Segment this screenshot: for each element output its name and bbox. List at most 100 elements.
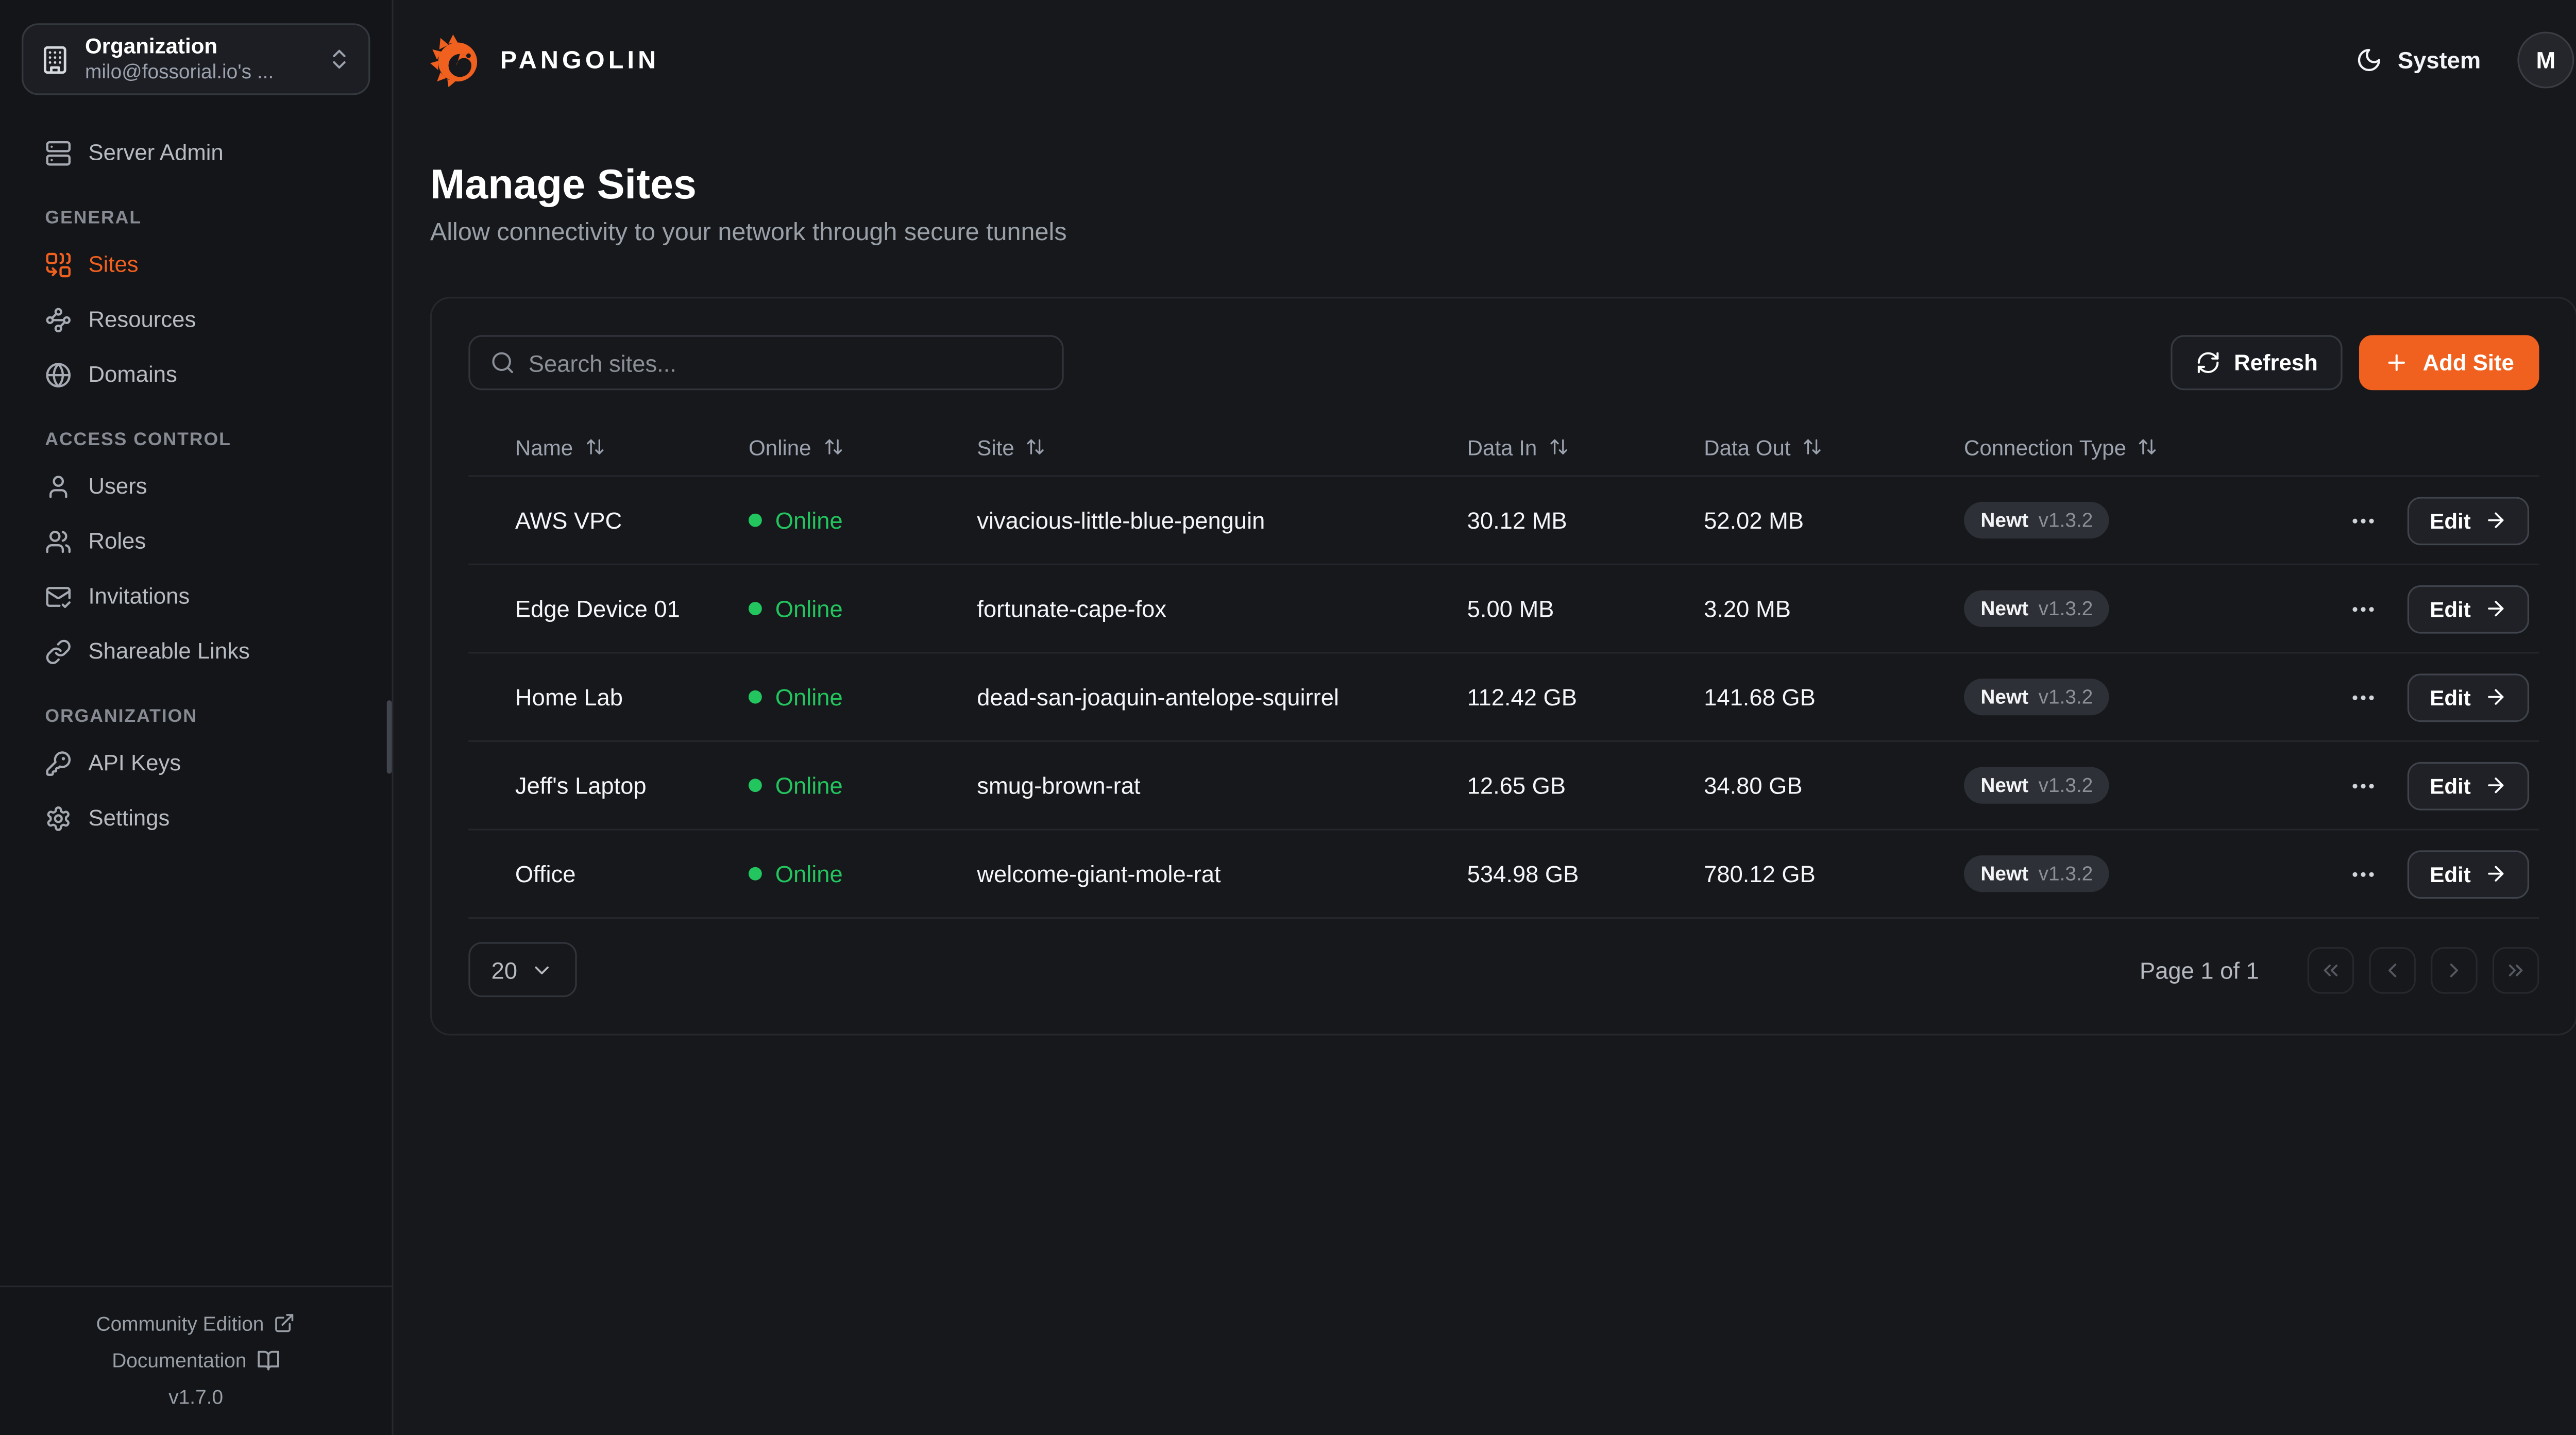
connection-type-cell: Newt v1.3.2 <box>1964 855 2281 892</box>
connection-type-cell: Newt v1.3.2 <box>1964 590 2281 627</box>
table-row: Office Online welcome-giant-mole-rat 534.98… <box>468 831 2539 919</box>
site-status-cell: Online <box>748 860 977 887</box>
topbar-right: System M <box>2356 31 2574 89</box>
sidebar-item-label: Server Admin <box>88 140 224 165</box>
main-content: PANGOLIN System M Manage Sites Allow con… <box>393 0 2576 1435</box>
online-status-dot <box>748 690 762 704</box>
sidebar-item-shareable-links[interactable]: Shareable Links <box>23 623 368 679</box>
site-name-cell: AWS VPC <box>515 507 622 534</box>
search-input[interactable] <box>528 349 1062 376</box>
sidebar-scrollbar-thumb[interactable] <box>386 700 392 774</box>
sidebar-item-sites[interactable]: Sites <box>23 237 368 292</box>
last-page-button[interactable] <box>2492 946 2539 993</box>
org-switcher[interactable]: Organization milo@fossorial.io's ... <box>22 23 370 95</box>
theme-toggle-button[interactable]: System <box>2356 47 2481 73</box>
refresh-button[interactable]: Refresh <box>2171 335 2343 391</box>
row-menu-button[interactable] <box>2346 591 2381 626</box>
data-out-cell: 141.68 GB <box>1704 683 1816 711</box>
column-header-data-in[interactable]: Data In <box>1467 434 1704 460</box>
row-menu-button[interactable] <box>2346 680 2381 715</box>
data-out-cell: 780.12 GB <box>1704 860 1816 887</box>
pangolin-logo: PANGOLIN <box>430 32 659 88</box>
site-slug-cell: dead-san-joaquin-antelope-squirrel <box>977 683 1339 711</box>
org-switcher-label: Organization <box>85 33 218 58</box>
table-row: AWS VPC Online vivacious-little-blue-pengu… <box>468 477 2539 566</box>
sidebar-item-api-keys[interactable]: API Keys <box>23 735 368 790</box>
edit-button[interactable]: Edit <box>2408 672 2530 721</box>
link-icon <box>46 639 71 664</box>
connection-type-badge: Newt v1.3.2 <box>1964 767 2110 804</box>
chevrons-left-icon <box>2324 964 2338 976</box>
column-header-connection-type[interactable]: Connection Type <box>1964 434 2281 460</box>
sidebar: Organization milo@fossorial.io's ... Ser… <box>0 0 394 1435</box>
connection-type-badge: Newt v1.3.2 <box>1964 679 2110 716</box>
first-page-button[interactable] <box>2307 946 2354 993</box>
sidebar-item-settings[interactable]: Settings <box>23 790 368 846</box>
site-slug-cell: fortunate-cape-fox <box>977 595 1166 622</box>
column-header-site[interactable]: Site <box>977 434 1467 460</box>
sites-table: Name Online Site Data In Data Out Connection … <box>468 418 2539 919</box>
column-header-online[interactable]: Online <box>749 434 977 460</box>
sidebar-item-invitations[interactable]: Invitations <box>23 568 368 623</box>
ellipsis-icon <box>2353 783 2375 788</box>
user-icon <box>49 475 67 497</box>
documentation-label: Documentation <box>112 1348 247 1372</box>
sidebar-item-label: Shareable Links <box>88 638 250 664</box>
page-subtitle: Allow connectivity to your network throu… <box>430 218 1067 247</box>
sidebar-item-label: Domains <box>88 362 177 387</box>
moon-icon <box>2358 48 2381 72</box>
connection-type-cell: Newt v1.3.2 <box>1964 502 2281 539</box>
sidebar-item-label: Users <box>88 474 147 499</box>
previous-page-button[interactable] <box>2369 946 2416 993</box>
nav-section-label-organization: ORGANIZATION <box>45 707 197 727</box>
edit-button[interactable]: Edit <box>2408 849 2530 898</box>
combine-icon <box>46 252 71 277</box>
pangolin-logo-icon <box>430 33 478 87</box>
documentation-link[interactable]: Documentation <box>16 1341 375 1378</box>
chevrons-up-down-icon <box>333 49 346 69</box>
data-in-cell: 30.12 MB <box>1467 507 1567 534</box>
next-page-button[interactable] <box>2431 946 2478 993</box>
column-header-name[interactable]: Name <box>515 434 749 460</box>
site-slug-cell: vivacious-little-blue-penguin <box>977 507 1265 534</box>
page-size-select[interactable]: 20 <box>468 942 577 998</box>
sidebar-item-roles[interactable]: Roles <box>23 514 368 569</box>
row-menu-button[interactable] <box>2346 503 2381 538</box>
search-box <box>468 335 1064 391</box>
sidebar-item-domains[interactable]: Domains <box>23 347 368 402</box>
connection-type-badge: Newt v1.3.2 <box>1964 502 2110 539</box>
row-menu-button[interactable] <box>2346 768 2381 803</box>
sidebar-item-server-admin[interactable]: Server Admin <box>23 125 368 180</box>
community-edition-label: Community Edition <box>96 1311 264 1335</box>
book-open-icon <box>257 1350 279 1370</box>
data-in-cell: 534.98 GB <box>1467 860 1579 887</box>
edit-button[interactable]: Edit <box>2408 496 2530 545</box>
sidebar-item-resources[interactable]: Resources <box>23 292 368 347</box>
site-status-cell: Online <box>748 507 977 534</box>
connection-type-badge: Newt v1.3.2 <box>1964 590 2110 627</box>
arrow-up-down-icon <box>1804 439 1821 454</box>
community-edition-link[interactable]: Community Edition <box>16 1305 375 1341</box>
user-avatar[interactable]: M <box>2517 31 2574 89</box>
sidebar-item-users[interactable]: Users <box>23 459 368 514</box>
settings-icon <box>47 805 70 830</box>
site-status-cell: Online <box>748 772 977 799</box>
chevron-right-icon <box>2450 963 2458 976</box>
row-menu-button[interactable] <box>2346 856 2381 891</box>
data-in-cell: 5.00 MB <box>1467 595 1554 622</box>
row-actions: Edit <box>2281 672 2539 721</box>
plus-icon <box>2388 354 2405 372</box>
column-header-data-out[interactable]: Data Out <box>1704 434 1964 460</box>
site-name-cell: Home Lab <box>515 683 623 711</box>
sites-toolbar: Refresh Add Site <box>468 335 2539 391</box>
add-site-button[interactable]: Add Site <box>2359 335 2539 391</box>
key-round-icon <box>46 750 71 775</box>
row-actions: Edit <box>2281 761 2539 810</box>
edit-button[interactable]: Edit <box>2408 584 2530 633</box>
edit-button[interactable]: Edit <box>2408 761 2530 810</box>
site-status-cell: Online <box>748 684 977 711</box>
data-out-cell: 3.20 MB <box>1704 595 1791 622</box>
page-header: Manage Sites Allow connectivity to your … <box>394 120 2576 250</box>
